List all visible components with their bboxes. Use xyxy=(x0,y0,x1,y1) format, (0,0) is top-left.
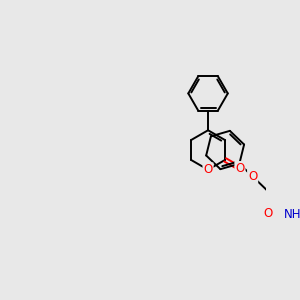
Text: O: O xyxy=(248,170,257,183)
Text: O: O xyxy=(203,163,213,176)
Text: NH: NH xyxy=(284,208,300,221)
Text: O: O xyxy=(264,207,273,220)
Text: O: O xyxy=(235,162,244,175)
